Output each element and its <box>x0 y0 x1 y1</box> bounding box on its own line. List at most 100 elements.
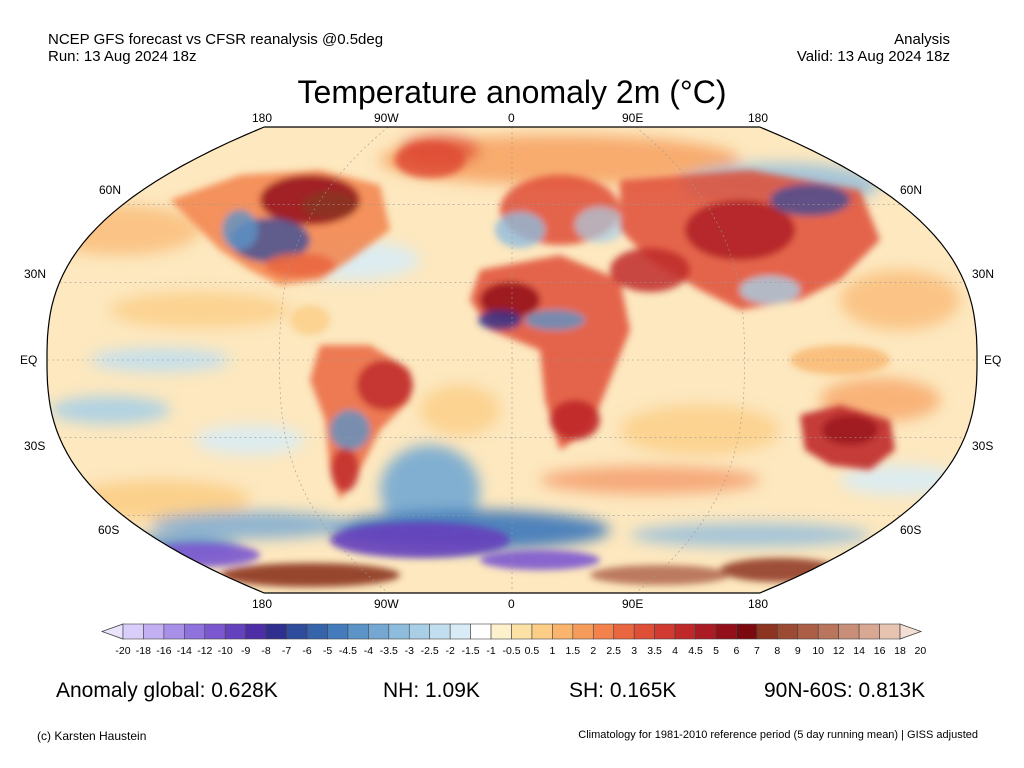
colorbar-tick-label: -0.5 <box>502 645 520 657</box>
colorbar-box <box>552 623 574 640</box>
colorbar-box <box>245 623 267 640</box>
colorbar-tick-label: -1 <box>486 645 495 657</box>
colorbar-tick-label: -9 <box>241 645 250 657</box>
lat-label-left-30n: 30N <box>24 267 47 281</box>
map-outline <box>46 126 978 594</box>
colorbar-tick-label: 16 <box>874 645 886 657</box>
header-source: NCEP GFS forecast vs CFSR reanalysis @0.… <box>48 31 384 48</box>
lon-label-top-90w: 90W <box>374 111 399 125</box>
colorbar-tick-label: 5 <box>713 645 719 657</box>
colorbar-box <box>224 623 246 640</box>
colorbar-box <box>388 623 410 640</box>
lon-label-top-180w: 180 <box>252 111 273 125</box>
colorbar-box <box>286 623 308 640</box>
colorbar-box <box>511 623 533 640</box>
colorbar-box <box>879 623 901 640</box>
colorbar-tick-label: -14 <box>177 645 192 657</box>
lat-label-left-60s: 60S <box>98 523 120 537</box>
colorbar-tick-label: -20 <box>115 645 130 657</box>
colorbar-tick-label: -3.5 <box>380 645 398 657</box>
colorbar-tick-label: -5 <box>323 645 332 657</box>
footer-credit: (c) Karsten Haustein <box>37 729 147 743</box>
colorbar-box <box>858 623 880 640</box>
header-valid: Valid: 13 Aug 2024 18z <box>796 48 950 65</box>
colorbar-box <box>429 623 451 640</box>
lon-label-top-90e: 90E <box>622 111 644 125</box>
colorbar-tick-label: -10 <box>218 645 233 657</box>
colorbar-box <box>695 623 717 640</box>
colorbar-tick-label: 7 <box>754 645 760 657</box>
colorbar-tick-label: -7 <box>282 645 291 657</box>
colorbar-tick-label: 0.5 <box>525 645 540 657</box>
colorbar-box <box>204 623 226 640</box>
colorbar-tick-label: 1.5 <box>565 645 580 657</box>
colorbar-tick-label: 18 <box>894 645 906 657</box>
lat-label-left-eq: EQ <box>20 353 38 367</box>
colorbar-box <box>654 623 676 640</box>
colorbar-box <box>265 623 287 640</box>
colorbar-tick-label: 2 <box>590 645 596 657</box>
colorbar-box <box>449 623 471 640</box>
colorbar-tick-label: -2 <box>446 645 455 657</box>
graticule-meridian <box>279 127 389 593</box>
colorbar-tick-label: 8 <box>774 645 780 657</box>
lon-label-bottom-180w: 180 <box>252 597 273 611</box>
colorbar-box <box>613 623 635 640</box>
colorbar-tick-label: -16 <box>156 645 171 657</box>
colorbar-box <box>838 623 860 640</box>
colorbar-tick-labels: -20 -18 -16 -14 -12 -10 -9 -8 -7 -6 -5 -4.5 -4 -3.5 -3… <box>115 645 926 657</box>
lon-label-bottom-90e: 90E <box>622 597 644 611</box>
colorbar-box <box>817 623 839 640</box>
lat-label-right-30s: 30S <box>972 439 994 453</box>
colorbar-tick-label: -3 <box>405 645 414 657</box>
colorbar-tick-label: 1 <box>549 645 555 657</box>
colorbar-over-triangle <box>899 623 923 640</box>
colorbar-box <box>633 623 655 640</box>
colorbar-tick-label: 20 <box>915 645 927 657</box>
colorbar-tick-label: 6 <box>733 645 739 657</box>
header-run: Run: 13 Aug 2024 18z <box>48 48 197 65</box>
colorbar-tick-label: 12 <box>833 645 845 657</box>
lat-label-left-60n: 60N <box>99 183 122 197</box>
colorbar-box <box>490 623 512 640</box>
map-title: Temperature anomaly 2m (°C) <box>297 74 727 110</box>
colorbar-box <box>797 623 819 640</box>
colorbar-box <box>327 623 349 640</box>
colorbar-box <box>777 623 799 640</box>
lon-label-top-180e: 180 <box>748 111 769 125</box>
colorbar-tick-label: 3.5 <box>647 645 662 657</box>
colorbar-tick-label: 4.5 <box>688 645 703 657</box>
lat-label-right-60n: 60N <box>900 183 923 197</box>
colorbar-boxes <box>100 623 923 640</box>
lat-label-left-30s: 30S <box>24 439 46 453</box>
colorbar-box <box>184 623 206 640</box>
stat-arctic: 90N-60S: 0.813K <box>764 679 926 702</box>
colorbar-tick-label: -8 <box>261 645 270 657</box>
lon-label-bottom-0: 0 <box>508 597 515 611</box>
colorbar-tick-label: -12 <box>197 645 212 657</box>
colorbar-tick-label: -6 <box>302 645 311 657</box>
colorbar-tick-label: 4 <box>672 645 678 657</box>
lat-label-right-30n: 30N <box>972 267 995 281</box>
stat-global: Anomaly global: 0.628K <box>56 679 278 702</box>
colorbar-tick-label: 9 <box>795 645 801 657</box>
lon-label-bottom-180e: 180 <box>748 597 769 611</box>
colorbar-box <box>531 623 553 640</box>
colorbar-tick-label: 10 <box>812 645 824 657</box>
colorbar-box <box>163 623 185 640</box>
colorbar-box <box>572 623 594 640</box>
colorbar-box <box>306 623 328 640</box>
colorbar-tick-label: -2.5 <box>421 645 439 657</box>
lon-label-bottom-90w: 90W <box>374 597 399 611</box>
colorbar-tick-label: 3 <box>631 645 637 657</box>
colorbar-box <box>347 623 369 640</box>
stat-sh: SH: 0.165K <box>569 679 677 702</box>
colorbar-box <box>368 623 390 640</box>
header-analysis: Analysis <box>894 31 950 48</box>
colorbar-box <box>592 623 615 640</box>
stat-nh: NH: 1.09K <box>383 679 480 702</box>
colorbar-box <box>736 623 758 640</box>
colorbar-box <box>143 623 165 640</box>
